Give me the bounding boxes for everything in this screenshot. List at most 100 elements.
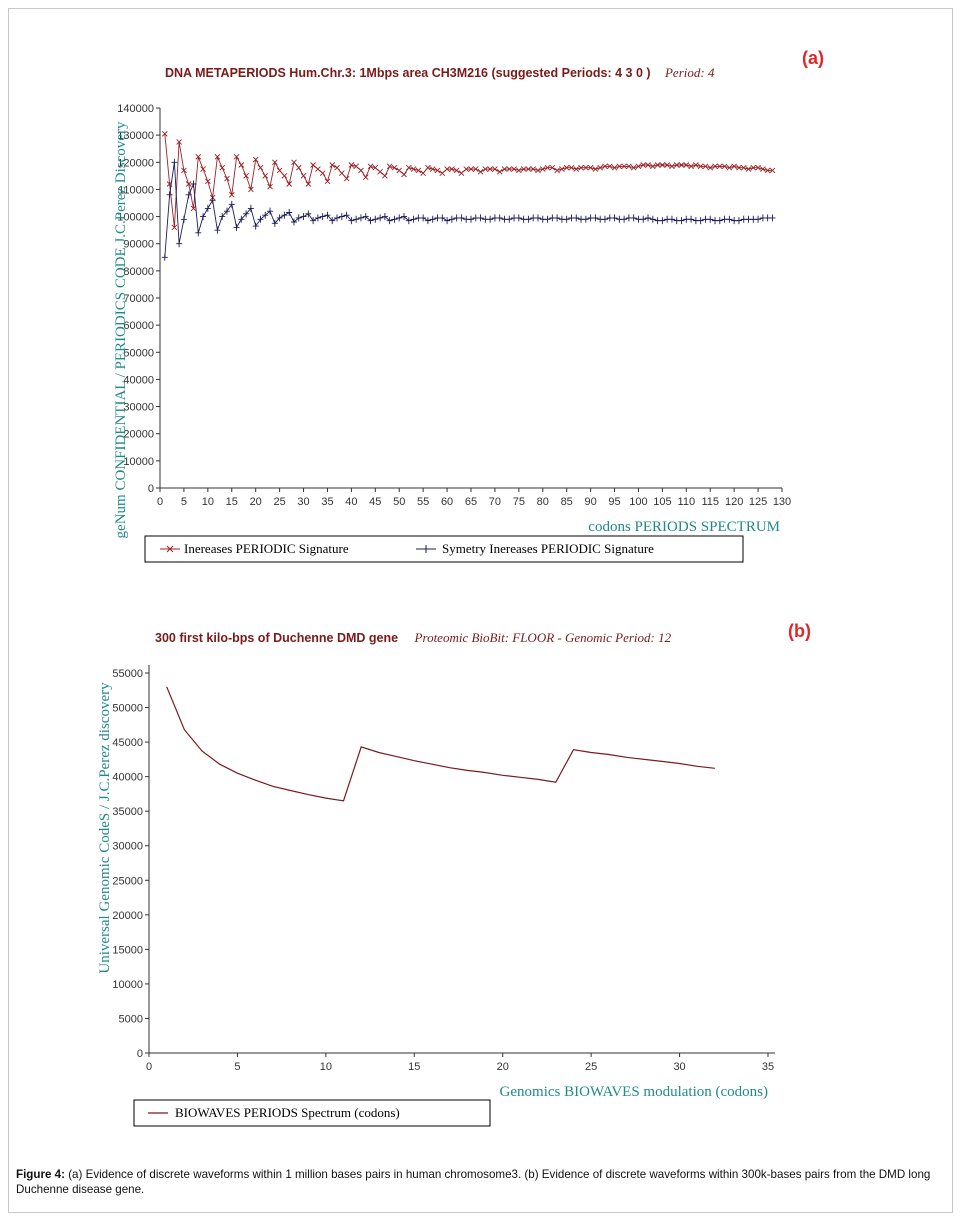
y-tick-label: 0	[148, 483, 154, 495]
data-point	[401, 171, 407, 178]
x-tick-label: 20	[497, 1061, 509, 1073]
data-point	[310, 162, 316, 168]
data-point	[310, 217, 317, 225]
data-point	[544, 215, 551, 223]
chart-b-title-main: 300 first kilo-bps of Duchenne DMD gene	[155, 631, 398, 645]
data-point	[176, 240, 183, 248]
data-point	[286, 181, 293, 187]
data-point	[726, 164, 733, 171]
x-tick-label: 35	[762, 1061, 774, 1073]
chart-a-x-label: codons PERIODS SPECTRUM	[588, 519, 780, 535]
y-tick-label: 70000	[123, 293, 154, 305]
data-point	[386, 217, 393, 225]
data-point	[195, 229, 202, 237]
chart-b-legend-box	[133, 1099, 491, 1127]
data-point	[190, 205, 197, 212]
data-point	[563, 164, 570, 171]
data-point	[453, 167, 460, 174]
series-line-1	[166, 686, 715, 802]
caption-text: (a) Evidence of discrete waveforms withi…	[16, 1168, 931, 1196]
data-point	[305, 210, 312, 218]
data-point	[185, 181, 192, 187]
x-tick-label: 60	[441, 496, 453, 508]
data-point	[688, 163, 694, 170]
data-point	[315, 166, 321, 172]
chart-a-x-ticks: 0 5 10 15 20 25 30 35 40 45 50 55 60 65 70 75 80 85 90 95 10…	[157, 488, 791, 508]
y-tick-label: 130000	[117, 130, 154, 142]
data-point	[544, 164, 551, 171]
chart-b-y-label: Universal Genomic CodeS / J.C.Perez disc…	[97, 682, 113, 974]
data-point	[515, 214, 522, 222]
y-tick-label: 120000	[117, 157, 154, 169]
data-point	[180, 215, 187, 223]
data-point	[205, 178, 211, 185]
y-tick-label: 80000	[123, 266, 154, 278]
data-point	[228, 192, 235, 198]
data-point	[697, 217, 704, 225]
data-point	[286, 209, 293, 216]
x-tick-label: 10	[202, 496, 214, 508]
data-point	[601, 215, 608, 223]
data-point	[223, 207, 230, 215]
data-point	[616, 163, 623, 170]
data-point	[645, 214, 652, 222]
data-point	[573, 214, 580, 222]
data-point	[324, 178, 331, 185]
data-point	[238, 162, 245, 168]
chart-b-title-suffix: Proteomic BioBit: FLOOR - Genomic Period…	[414, 630, 672, 645]
legend-marker-x-icon	[166, 545, 174, 553]
data-point	[257, 164, 264, 171]
data-point	[276, 214, 283, 222]
data-point	[755, 215, 762, 223]
data-point	[716, 163, 723, 170]
data-point	[506, 166, 513, 172]
data-point	[525, 215, 532, 223]
data-point	[271, 219, 278, 227]
data-point	[444, 166, 450, 172]
data-point	[501, 166, 508, 172]
data-point	[262, 211, 269, 219]
chart-a-legend-box	[144, 535, 744, 563]
data-point	[530, 166, 537, 172]
data-point	[372, 215, 379, 223]
data-point	[645, 162, 651, 168]
x-tick-label: 20	[250, 496, 262, 508]
data-point	[712, 163, 718, 170]
chart-b-series-group	[166, 686, 715, 802]
data-point	[334, 164, 340, 171]
data-point	[640, 215, 647, 223]
y-tick-label: 50000	[123, 347, 154, 359]
chart-b-x-label: Genomics BIOWAVES modulation (codons)	[500, 1084, 768, 1100]
data-point	[329, 217, 336, 225]
data-point	[626, 163, 632, 170]
x-tick-label: 10	[320, 1061, 332, 1073]
x-tick-label: 30	[297, 496, 309, 508]
y-tick-label: 10000	[112, 979, 143, 991]
data-point	[716, 217, 723, 225]
data-point	[248, 186, 254, 193]
data-point	[573, 166, 580, 172]
data-point	[668, 215, 675, 223]
data-point	[171, 224, 178, 231]
x-tick-label: 5	[234, 1061, 240, 1073]
data-point	[166, 191, 173, 199]
data-point	[334, 214, 341, 222]
x-tick-label: 5	[181, 496, 187, 508]
data-point	[415, 167, 422, 174]
chart-a-y-ticks: 0 10000 20000 30000 40000 50000 60000 70000 8000…	[117, 103, 160, 495]
data-point	[247, 204, 254, 212]
data-point	[372, 164, 379, 171]
data-point	[444, 217, 451, 225]
data-point	[468, 215, 474, 223]
data-point	[424, 217, 431, 225]
data-point	[281, 173, 288, 179]
data-point	[659, 217, 666, 225]
data-point	[707, 164, 714, 171]
data-point	[305, 181, 312, 187]
data-point	[477, 168, 484, 175]
y-tick-label: 25000	[112, 875, 143, 887]
panel-label-b: (b)	[788, 621, 811, 641]
data-point	[472, 166, 479, 172]
data-point	[697, 163, 704, 170]
data-point	[353, 215, 360, 223]
